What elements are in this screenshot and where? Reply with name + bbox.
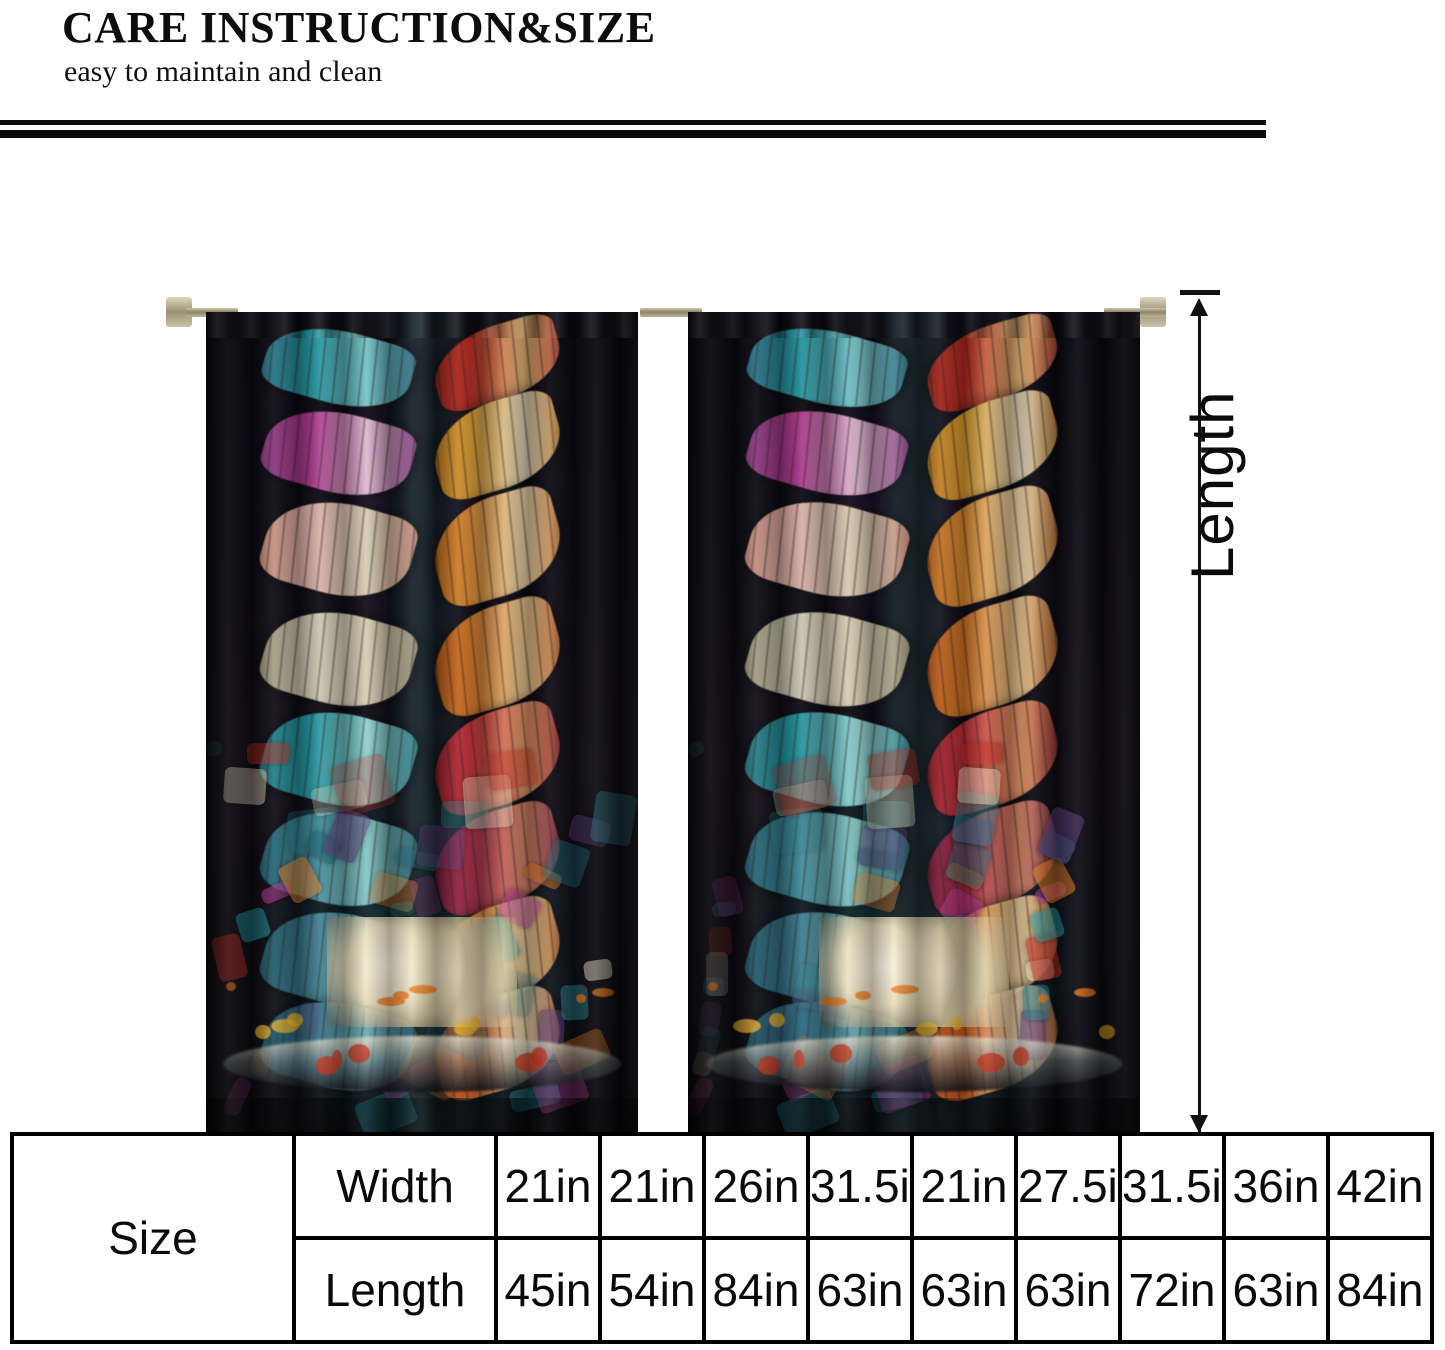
length-value-7: 72in	[1118, 1236, 1226, 1344]
page-subtitle: easy to maintain and clean	[64, 55, 383, 88]
rod-pocket-gather-left	[206, 312, 638, 338]
length-dimension-line	[1198, 305, 1201, 1133]
length-value-8: 63in	[1222, 1236, 1330, 1344]
table-row: Size Width 21in 21in 26in 31.5in 21in 27…	[10, 1132, 1434, 1344]
curtain-panel-left	[206, 312, 638, 1132]
size-chart-table: Size Width 21in 21in 26in 31.5in 21in 27…	[10, 1132, 1434, 1344]
product-diagram: Length Width	[0, 140, 1445, 1234]
ember-accent	[952, 1016, 962, 1030]
length-arrowhead-bottom	[1190, 1115, 1208, 1133]
width-value-4: 31.5in	[806, 1132, 914, 1240]
ember-accent	[454, 1022, 476, 1036]
blossom-cluster	[819, 917, 1009, 1027]
ember-accent	[819, 997, 847, 1006]
glass-shard	[222, 766, 268, 806]
glass-shard	[589, 790, 638, 847]
length-tick-top	[1180, 290, 1220, 295]
ember-accent	[758, 1056, 780, 1075]
width-value-2: 21in	[598, 1132, 706, 1240]
length-value-6: 63in	[1014, 1236, 1122, 1344]
rod-pocket-gather-right	[688, 312, 1140, 338]
blossom-cluster	[327, 917, 517, 1027]
size-chart-body: Size Width 21in 21in 26in 31.5in 21in 27…	[10, 1132, 1434, 1344]
ember-accent	[255, 1025, 271, 1039]
ember-accent	[592, 988, 614, 997]
length-value-1: 45in	[494, 1236, 602, 1344]
width-value-9: 42in	[1326, 1132, 1434, 1240]
ember-accent	[377, 997, 405, 1006]
stained-glass-artwork-right	[688, 312, 1140, 1132]
width-value-8: 36in	[1222, 1132, 1330, 1240]
width-value-6: 27.5in	[1014, 1132, 1122, 1240]
glass-shard	[707, 926, 734, 957]
width-value-1: 21in	[494, 1132, 602, 1240]
glass-shard	[582, 958, 614, 982]
curtain-rod-segment-center	[640, 308, 702, 317]
width-value-7: 31.5in	[1118, 1132, 1226, 1240]
glass-shard	[857, 823, 909, 871]
ember-accent	[855, 991, 871, 1000]
glass-shard	[246, 742, 291, 765]
ember-accent	[348, 1044, 370, 1063]
width-value-5: 21in	[910, 1132, 1018, 1240]
page-header: CARE INSTRUCTION&SIZE easy to maintain a…	[0, 0, 1445, 112]
divider-rule-bottom	[0, 130, 1266, 138]
row-header-width: Width	[292, 1132, 498, 1240]
ember-accent	[769, 1013, 785, 1027]
page-title: CARE INSTRUCTION&SIZE	[62, 3, 656, 52]
ember-accent	[1074, 988, 1096, 997]
ember-accent	[316, 1056, 338, 1075]
ember-accent	[1038, 994, 1048, 1003]
width-value-3: 26in	[702, 1132, 810, 1240]
ember-accent	[708, 982, 718, 991]
ember-accent	[891, 985, 919, 994]
glass-shard	[484, 747, 539, 792]
ember-accent	[830, 1044, 852, 1063]
length-value-9: 84in	[1326, 1236, 1434, 1344]
glass-shard	[1022, 984, 1051, 1021]
divider-rule-top	[0, 120, 1266, 125]
ember-accent	[576, 994, 586, 1003]
ember-accent	[977, 1053, 1005, 1072]
table-row: Length 45in 54in 84in 63in 63in 63in 72i…	[12, 1236, 1434, 1344]
ember-accent	[1013, 1047, 1029, 1066]
size-label-cell: Size	[10, 1132, 296, 1344]
length-value-2: 54in	[598, 1236, 706, 1344]
curtain-hem-left	[206, 1098, 638, 1132]
stained-glass-artwork-left	[206, 312, 638, 1132]
length-dimension-label: Length	[1179, 390, 1246, 580]
row-header-length: Length	[292, 1236, 498, 1344]
glass-shard	[415, 823, 467, 871]
reflective-ledge	[223, 1036, 621, 1092]
ember-accent	[794, 1050, 804, 1069]
ember-accent	[409, 985, 437, 994]
curtain-panel-right	[688, 312, 1140, 1132]
length-value-4: 63in	[806, 1236, 914, 1344]
ember-accent	[226, 982, 236, 991]
length-value-5: 63in	[910, 1236, 1018, 1344]
glass-shard	[960, 742, 1005, 765]
glass-shard	[560, 984, 589, 1021]
ember-accent	[733, 1019, 761, 1033]
ember-accent	[1099, 1025, 1115, 1039]
ember-accent	[271, 1019, 299, 1033]
curtain-hem-right	[688, 1098, 1140, 1132]
length-value-3: 84in	[702, 1236, 810, 1344]
ember-accent	[916, 1022, 938, 1036]
glass-shard	[866, 747, 921, 792]
ember-accent	[515, 1053, 543, 1072]
glass-shard	[956, 766, 1002, 806]
